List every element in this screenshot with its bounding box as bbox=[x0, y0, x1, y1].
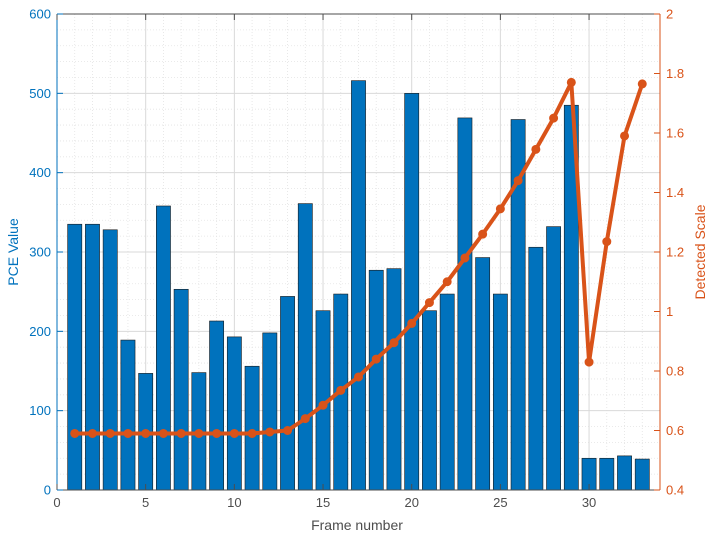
y-left-tick-label: 0 bbox=[44, 483, 51, 498]
y-right-tick-label: 1.8 bbox=[666, 66, 684, 81]
bar bbox=[439, 293, 455, 491]
bar bbox=[351, 80, 366, 491]
bar bbox=[156, 205, 171, 491]
x-tick-label: 15 bbox=[316, 495, 330, 510]
scale-marker bbox=[283, 426, 293, 435]
bar bbox=[173, 288, 189, 491]
scale-marker bbox=[495, 204, 505, 214]
y-right-tick-label: 1.4 bbox=[666, 185, 684, 200]
axes bbox=[56, 13, 661, 491]
bar bbox=[528, 246, 544, 491]
scale-marker bbox=[176, 428, 186, 438]
scale-marker bbox=[194, 428, 204, 438]
scale-marker bbox=[637, 79, 647, 89]
bar bbox=[280, 296, 295, 491]
scale-marker bbox=[566, 77, 576, 87]
bar bbox=[457, 117, 473, 491]
y-left-tick-label: 200 bbox=[29, 324, 51, 339]
tick-labels: 0 5 10 15 20 25 3001002003004005006000.40.60.8… bbox=[29, 7, 684, 511]
bar bbox=[297, 203, 313, 491]
x-tick-label: 0 bbox=[53, 495, 60, 510]
bar bbox=[368, 269, 384, 491]
y-right-tick-label: 0.4 bbox=[666, 483, 684, 498]
x-tick-label: 30 bbox=[582, 495, 596, 510]
y-left-tick-label: 500 bbox=[29, 86, 51, 101]
bar bbox=[492, 293, 508, 491]
x-tick-label: 10 bbox=[227, 495, 241, 510]
scale-marker bbox=[584, 357, 594, 367]
bar bbox=[209, 320, 225, 491]
y-left-tick-label: 100 bbox=[29, 403, 51, 418]
y-axis-left-label: PCE Value bbox=[5, 218, 21, 286]
bar bbox=[102, 229, 118, 491]
scale-marker bbox=[371, 354, 381, 364]
bar bbox=[67, 223, 83, 491]
scale-marker bbox=[229, 428, 239, 438]
scale-marker bbox=[442, 277, 452, 287]
bar bbox=[634, 458, 650, 491]
y-right-tick-label: 1 bbox=[666, 304, 673, 319]
y-left-tick-label: 400 bbox=[29, 165, 51, 180]
scale-marker bbox=[513, 176, 523, 186]
y-right-tick-label: 0.8 bbox=[666, 364, 684, 379]
scale-marker bbox=[70, 428, 80, 438]
scale-marker bbox=[549, 113, 559, 123]
bar bbox=[85, 223, 100, 491]
bar bbox=[546, 226, 561, 491]
scale-marker bbox=[531, 144, 541, 154]
x-tick-label: 5 bbox=[142, 495, 149, 510]
y-right-tick-label: 1.6 bbox=[666, 126, 684, 141]
x-tick-label: 25 bbox=[493, 495, 507, 510]
scale-marker bbox=[123, 428, 133, 438]
scale-marker bbox=[336, 385, 346, 395]
x-tick-label: 20 bbox=[404, 495, 418, 510]
scale-marker bbox=[460, 253, 470, 263]
scale-marker bbox=[300, 414, 310, 424]
bar bbox=[226, 336, 242, 491]
bar-series bbox=[67, 80, 650, 491]
y-right-tick-label: 2 bbox=[666, 7, 673, 22]
bar bbox=[599, 457, 615, 491]
scale-marker bbox=[247, 428, 257, 438]
scale-marker bbox=[212, 428, 222, 438]
scale-marker bbox=[265, 427, 275, 437]
bar bbox=[244, 365, 260, 491]
bar bbox=[386, 268, 402, 491]
scale-marker bbox=[478, 229, 488, 239]
scale-marker bbox=[620, 131, 630, 141]
scale-marker bbox=[87, 428, 97, 438]
y-axis-right-label: Detected Scale bbox=[692, 204, 708, 299]
scale-marker bbox=[407, 318, 417, 328]
scale-marker bbox=[141, 428, 151, 438]
y-left-tick-label: 300 bbox=[29, 245, 51, 260]
scale-marker bbox=[424, 298, 434, 308]
scale-marker bbox=[602, 237, 612, 247]
bar bbox=[422, 310, 437, 491]
scale-marker bbox=[318, 400, 328, 410]
bar bbox=[617, 455, 632, 491]
y-right-tick-label: 0.6 bbox=[666, 423, 684, 438]
scale-marker bbox=[158, 428, 168, 438]
x-axis-label: Frame number bbox=[311, 517, 403, 533]
bar bbox=[475, 257, 491, 491]
scale-marker bbox=[389, 338, 399, 348]
bar bbox=[120, 339, 136, 491]
bar bbox=[262, 332, 278, 491]
y-left-tick-label: 600 bbox=[29, 7, 51, 22]
line-series bbox=[70, 77, 647, 438]
scale-marker bbox=[105, 428, 115, 438]
scale-marker bbox=[354, 372, 363, 382]
y-right-tick-label: 1.2 bbox=[666, 245, 684, 260]
bar bbox=[404, 93, 420, 491]
